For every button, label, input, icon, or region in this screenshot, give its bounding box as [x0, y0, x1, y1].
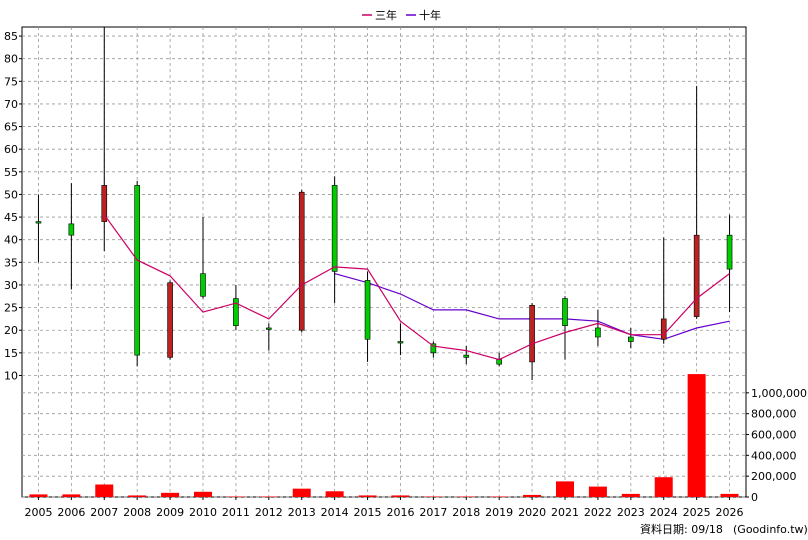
volume-bar: [523, 494, 542, 497]
price-tick-label: 10: [4, 369, 18, 382]
footer-date-note: 資料日期: 09/18: [640, 522, 723, 536]
x-tick-label: 2005: [24, 506, 52, 519]
volume-bar: [161, 492, 180, 497]
x-tick-label: 2012: [255, 506, 283, 519]
price-tick-label: 30: [4, 279, 18, 292]
candle-body: [595, 327, 601, 338]
x-tick-label: 2006: [57, 506, 85, 519]
price-tick-label: 50: [4, 188, 18, 201]
price-tick-label: 25: [4, 302, 18, 315]
candle-body: [628, 336, 634, 342]
volume-bar: [128, 495, 147, 497]
candle-body: [134, 185, 140, 356]
volume-tick-label: 1,000,000: [751, 387, 807, 400]
price-tick-label: 40: [4, 234, 18, 247]
price-tick-label: 35: [4, 256, 18, 269]
volume-bar: [391, 495, 410, 497]
legend: 三年 十年: [362, 8, 441, 22]
volume-bar: [720, 493, 739, 497]
x-tick-label: 2008: [123, 506, 151, 519]
candle-body: [463, 354, 470, 358]
volume-bar: [457, 496, 476, 497]
x-tick-label: 2026: [716, 506, 744, 519]
volume-tick-label: 400,000: [751, 449, 797, 462]
candle-body: [298, 191, 305, 331]
price-tick-label: 75: [4, 75, 18, 88]
legend-label-10yr: 十年: [419, 8, 441, 22]
volume-bar: [62, 494, 81, 497]
volume-panel: 0 200,000 400,000 600,000 800,000 1,000,000: [22, 374, 807, 504]
three-year-line: [103, 214, 730, 361]
candle-body: [660, 318, 667, 340]
x-tick-label: 2019: [485, 506, 513, 519]
price-tick-label: 60: [4, 143, 18, 156]
volume-bar: [194, 491, 212, 497]
volume-bar: [588, 486, 607, 497]
price-tick-label: 20: [4, 324, 18, 337]
x-tick-label: 2009: [156, 506, 184, 519]
volume-bar: [490, 496, 509, 497]
candle-body: [562, 298, 568, 326]
candle-body: [200, 273, 206, 297]
volume-tick-label: 800,000: [751, 408, 797, 421]
footer-source: (Goodinfo.tw): [733, 523, 808, 536]
x-tick-label: 2018: [452, 506, 480, 519]
x-tick-label: 2024: [650, 506, 678, 519]
candle-body: [430, 343, 437, 354]
x-tick-label: 2023: [617, 506, 645, 519]
candle-body: [35, 221, 42, 224]
candle-body: [266, 327, 272, 330]
candle-body: [693, 234, 700, 317]
volume-tick-label: 200,000: [751, 470, 797, 483]
candle-body: [233, 298, 239, 326]
volume-bar: [29, 494, 48, 497]
price-tick-label: 45: [4, 211, 18, 224]
candle-body: [167, 282, 173, 358]
x-tick-label: 2015: [354, 506, 382, 519]
volume-tick-label: 600,000: [751, 429, 797, 442]
volume-bar: [325, 491, 344, 497]
volume-bar: [424, 496, 443, 497]
x-tick-label: 2007: [90, 506, 118, 519]
x-tick-label: 2014: [321, 506, 349, 519]
volume-bar: [358, 495, 377, 497]
volume-tick-label: 0: [751, 491, 758, 504]
volume-bar: [226, 496, 245, 497]
x-tick-label: 2013: [288, 506, 316, 519]
price-tick-label: 65: [4, 121, 18, 134]
legend-label-3yr: 三年: [375, 8, 397, 22]
candle-body: [397, 341, 404, 344]
volume-bar: [621, 493, 640, 497]
price-tick-label: 85: [4, 30, 18, 43]
candle-body: [101, 185, 108, 222]
x-tick-label: 2017: [419, 506, 447, 519]
x-tick-label: 2016: [386, 506, 414, 519]
volume-bar: [292, 488, 311, 497]
volume-bar: [259, 496, 278, 497]
price-panel: 10 15 20 25 30 35 40 45 50 55 60 65 70 75 80 85: [4, 26, 747, 498]
price-tick-label: 15: [4, 347, 18, 360]
price-tick-label: 80: [4, 53, 18, 66]
volume-bar: [687, 374, 706, 497]
volume-bar: [95, 484, 114, 497]
x-tick-label: 2025: [683, 506, 711, 519]
volume-bar: [556, 481, 574, 497]
candle-body: [331, 185, 338, 272]
candle-body: [529, 305, 535, 363]
candle-body: [726, 234, 733, 270]
candle-body: [364, 280, 371, 340]
price-tick-label: 70: [4, 98, 18, 111]
x-tick-label: 2010: [189, 506, 217, 519]
candle-body: [68, 223, 75, 236]
x-tick-label: 2020: [518, 506, 546, 519]
x-tick-label: 2021: [551, 506, 579, 519]
x-tick-label: 2022: [584, 506, 612, 519]
x-tick-label: 2011: [222, 506, 250, 519]
volume-bar: [654, 477, 673, 497]
price-tick-label: 55: [4, 166, 18, 179]
x-axis: 2005 2006 2007 2008 2009 2010 2011 2012 2013 2014…: [24, 497, 744, 519]
candle-body: [496, 359, 502, 365]
